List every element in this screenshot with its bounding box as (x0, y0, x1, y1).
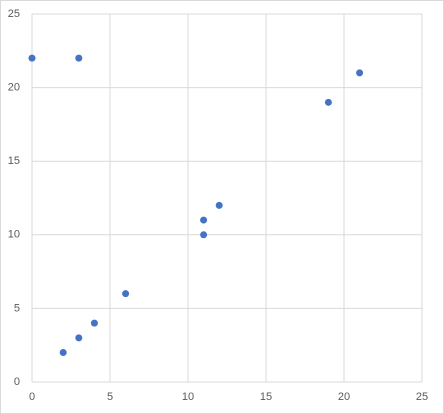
x-tick-label: 10 (182, 391, 194, 403)
x-tick-label: 0 (29, 391, 35, 403)
scatter-point (59, 349, 67, 357)
scatter-point (215, 201, 223, 209)
x-tick-label: 15 (260, 391, 272, 403)
y-tick-label: 15 (8, 155, 20, 167)
y-tick-label: 0 (14, 376, 20, 388)
scatter-point (200, 231, 208, 239)
y-tick-label: 5 (14, 302, 20, 314)
scatter-point (75, 54, 83, 62)
y-tick-label: 10 (8, 229, 20, 241)
x-tick-label: 25 (416, 391, 428, 403)
scatter-point (90, 319, 98, 327)
y-tick-label: 25 (8, 8, 20, 20)
scatter-point (200, 216, 208, 224)
x-tick-label: 5 (107, 391, 113, 403)
scatter-point (356, 69, 364, 77)
scatter-point (28, 54, 36, 62)
scatter-point (122, 290, 130, 298)
scatter-point (324, 98, 332, 106)
y-tick-label: 20 (8, 82, 20, 94)
scatter-point (75, 334, 83, 342)
x-tick-label: 20 (338, 391, 350, 403)
